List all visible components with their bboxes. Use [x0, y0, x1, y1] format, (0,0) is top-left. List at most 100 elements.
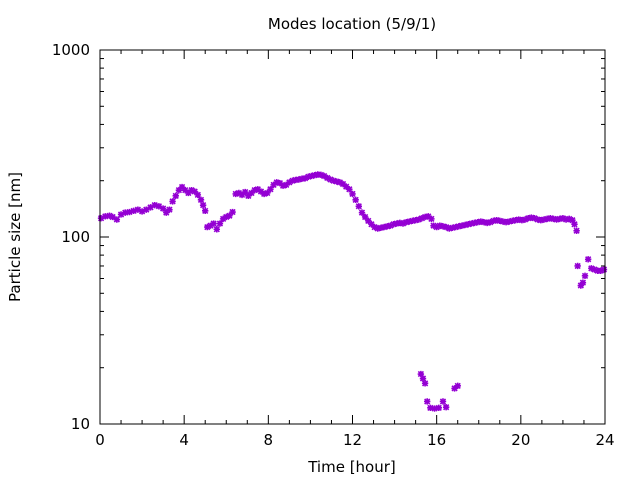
- tick-labels: 0 4 8 12 16 20 24 10 100 1000: [52, 41, 615, 449]
- data-point: [487, 218, 494, 226]
- x-tick-label: 12: [343, 431, 362, 449]
- data-point: [197, 196, 205, 204]
- data-point: [199, 201, 207, 209]
- data-point: [245, 192, 252, 200]
- data-point: [361, 213, 369, 221]
- data-point: [216, 220, 224, 227]
- data-point: [573, 227, 580, 234]
- data-point: [349, 190, 356, 198]
- data-point: [584, 256, 592, 263]
- data-point: [97, 215, 105, 222]
- data-point: [417, 370, 425, 378]
- data-point: [147, 204, 154, 211]
- y-tick-label: 10: [71, 415, 90, 433]
- data-point: [433, 223, 440, 231]
- data-point: [202, 207, 209, 215]
- data-point: [435, 404, 442, 412]
- data-point: [442, 403, 450, 411]
- data-point: [352, 196, 359, 204]
- x-tick-label: 16: [427, 431, 446, 449]
- data-point: [333, 178, 340, 185]
- data-point: [336, 179, 344, 186]
- data-point: [588, 265, 595, 272]
- data-point: [175, 186, 183, 194]
- data-point: [521, 216, 529, 223]
- data-point: [286, 179, 293, 186]
- y-tick-label: 100: [61, 228, 90, 246]
- data-point: [355, 203, 363, 210]
- data-point: [267, 186, 274, 193]
- data-point: [415, 216, 422, 223]
- data-point: [451, 385, 458, 392]
- data-point: [358, 209, 366, 216]
- data-point: [122, 209, 129, 216]
- y-axis-label: Particle size [nm]: [6, 172, 24, 302]
- data-point: [251, 186, 258, 194]
- data-point: [569, 216, 576, 224]
- data-point: [188, 186, 195, 194]
- data-point: [126, 208, 133, 216]
- data-point: [371, 223, 378, 231]
- data-point: [387, 222, 394, 229]
- data-point: [574, 262, 581, 270]
- data-point: [327, 176, 334, 183]
- data-point: [317, 171, 325, 179]
- data-point: [117, 211, 125, 218]
- data-point: [172, 192, 179, 200]
- data-point: [428, 215, 435, 223]
- data-point: [399, 220, 407, 227]
- data-point: [257, 188, 265, 195]
- data-point: [106, 212, 113, 219]
- x-tick-label: 8: [264, 431, 274, 449]
- data-point: [431, 405, 438, 412]
- data-point: [531, 215, 538, 222]
- data-point: [270, 181, 277, 189]
- data-point: [600, 266, 608, 273]
- data-point: [204, 223, 211, 231]
- data-point: [238, 191, 246, 199]
- data-point: [571, 221, 578, 228]
- data-point: [169, 198, 176, 205]
- data-point: [130, 207, 137, 215]
- data-point: [185, 189, 192, 197]
- data-point: [166, 206, 173, 213]
- data-point: [273, 179, 280, 186]
- data-point: [427, 404, 434, 412]
- data-point: [213, 226, 220, 233]
- data-point: [143, 206, 150, 213]
- data-point: [182, 186, 189, 194]
- data-point: [279, 182, 287, 189]
- data-point: [210, 220, 217, 227]
- data-point: [559, 215, 567, 222]
- data-point: [223, 213, 230, 221]
- x-tick-label: 24: [595, 431, 614, 449]
- data-point: [342, 183, 350, 190]
- x-tick-label: 4: [179, 431, 189, 449]
- data-point: [219, 215, 227, 223]
- data-point: [264, 189, 271, 197]
- data-point: [425, 213, 432, 220]
- data-point: [283, 181, 290, 189]
- data-point: [421, 380, 429, 387]
- data-point: [368, 221, 375, 228]
- data-point: [138, 208, 146, 215]
- data-point: [248, 189, 255, 197]
- data-point: [365, 217, 372, 225]
- data-point: [155, 203, 163, 210]
- data-point: [229, 208, 236, 216]
- data-point: [207, 222, 214, 229]
- data-point: [454, 382, 461, 390]
- y-tick-label: 1000: [52, 41, 90, 59]
- data-point: [254, 186, 262, 193]
- data-point: [235, 189, 243, 197]
- data-points: [97, 171, 608, 412]
- data-point: [439, 398, 447, 405]
- data-point: [419, 375, 427, 382]
- data-point: [581, 272, 589, 280]
- data-point: [566, 215, 573, 223]
- data-point: [191, 188, 198, 195]
- data-point: [134, 206, 142, 213]
- plot-border: [99, 49, 606, 425]
